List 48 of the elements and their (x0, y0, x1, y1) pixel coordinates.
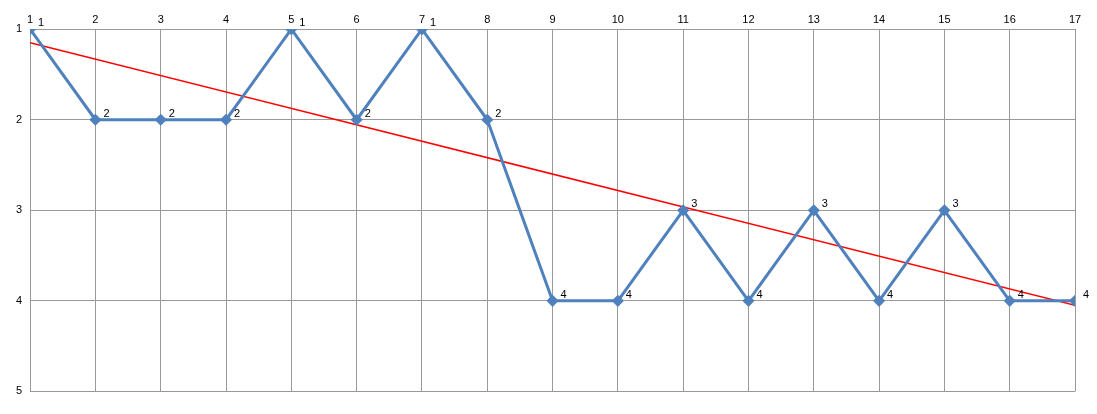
x-tick-label: 14 (872, 12, 886, 25)
data-label: 3 (691, 197, 698, 210)
point (351, 114, 363, 126)
x-tick-label: 8 (484, 12, 491, 25)
x-tick-label: 1 (27, 12, 34, 25)
point (89, 114, 101, 126)
data-label: 4 (560, 287, 567, 300)
x-tick-label: 13 (807, 12, 820, 25)
data-label: 2 (495, 106, 502, 119)
point (742, 295, 754, 307)
data-label: 4 (756, 287, 763, 300)
x-tick-label: 12 (742, 12, 755, 25)
point (873, 295, 885, 307)
point (677, 204, 689, 216)
data-label: 4 (1083, 287, 1090, 300)
data-label: 2 (168, 106, 175, 119)
data-label: 3 (821, 197, 828, 210)
point (220, 114, 232, 126)
x-tick-label: 9 (549, 12, 556, 25)
y-tick-label: 2 (15, 112, 23, 125)
data-label: 2 (103, 106, 110, 119)
x-tick-label: 16 (1003, 12, 1016, 25)
point (808, 204, 820, 216)
y-tick-label: 1 (15, 22, 23, 35)
data-label: 4 (625, 287, 632, 300)
x-tick-label: 7 (418, 12, 426, 25)
point (547, 295, 559, 307)
data-label: 2 (364, 106, 371, 119)
x-tick-label: 11 (677, 12, 689, 25)
point (612, 295, 624, 307)
x-tick-label: 2 (92, 12, 99, 25)
point (938, 204, 950, 216)
data-label: 2 (234, 106, 241, 119)
y-tick-label: 3 (15, 203, 23, 216)
x-tick-label: 15 (938, 12, 951, 25)
x-tick-label: 4 (222, 12, 230, 25)
y-tick-label: 5 (15, 384, 23, 397)
data-label: 3 (952, 197, 959, 210)
point (155, 114, 167, 126)
x-tick-label: 6 (353, 12, 360, 25)
x-tick-label: 3 (157, 12, 164, 25)
point (481, 114, 493, 126)
y-tick-label: 4 (15, 293, 23, 306)
x-tick-label: 17 (1068, 12, 1082, 25)
data-label: 4 (887, 287, 894, 300)
point (1004, 295, 1016, 307)
x-tick-label: 10 (611, 12, 624, 25)
x-tick-label: 5 (288, 12, 295, 25)
